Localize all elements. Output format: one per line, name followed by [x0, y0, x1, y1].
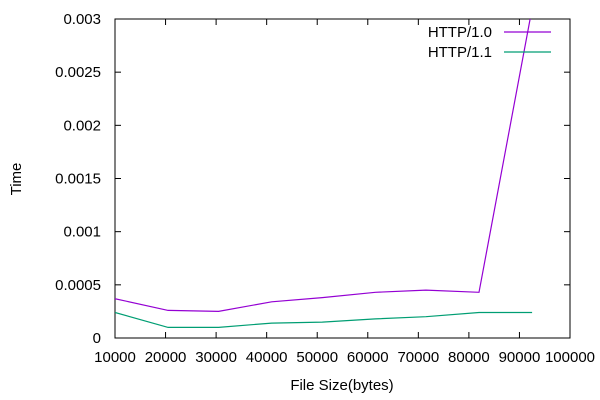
y-tick-label: 0.001	[63, 224, 101, 241]
x-tick-label: 90000	[499, 349, 541, 366]
x-tick-label: 50000	[296, 349, 338, 366]
x-tick-label: 80000	[448, 349, 490, 366]
y-tick-label: 0.003	[63, 11, 101, 28]
plot-frame	[114, 18, 571, 339]
y-tick-label: 0.0025	[55, 64, 101, 81]
y-tick-label: 0	[93, 330, 101, 347]
x-tick-label: 20000	[145, 349, 187, 366]
y-tick-label: 0.002	[63, 117, 101, 134]
x-tick-label: 70000	[397, 349, 439, 366]
x-axis-label: File Size(bytes)	[290, 377, 393, 394]
x-tick-label: 60000	[347, 349, 389, 366]
y-tick-label: 0.0015	[55, 171, 101, 188]
y-axis-ticks: 0 0.0005 0.001 0.0015 0.002 0.0025 0.003	[55, 11, 570, 347]
series-line-http-1-0	[115, 19, 531, 313]
y-axis-label: Time	[8, 163, 25, 196]
x-tick-label: 30000	[195, 349, 237, 366]
x-tick-label: 10000	[94, 349, 136, 366]
legend-label: HTTP/1.0	[428, 24, 492, 41]
series-line-http-1-1	[115, 311, 533, 328]
series-lines	[115, 19, 533, 328]
legend: HTTP/1.0 HTTP/1.1	[428, 24, 551, 61]
x-axis-ticks: 10000 20000 30000 40000 50000 60000 70000 80000…	[94, 19, 595, 366]
x-tick-label: 100000	[545, 349, 595, 366]
legend-label: HTTP/1.1	[428, 44, 492, 61]
x-tick-label: 40000	[246, 349, 288, 366]
y-tick-label: 0.0005	[55, 277, 101, 294]
